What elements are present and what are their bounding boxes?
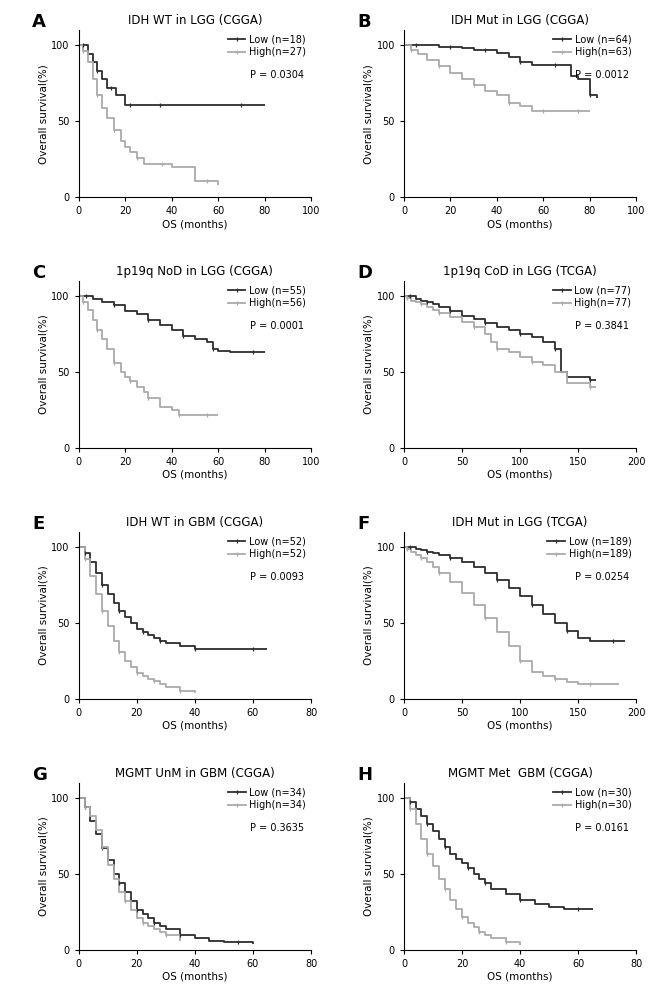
Y-axis label: Overall survival(%): Overall survival(%) xyxy=(39,64,49,164)
Text: P = 0.0254: P = 0.0254 xyxy=(575,572,629,582)
Legend: Low (n=34), High(n=34): Low (n=34), High(n=34) xyxy=(228,788,306,810)
Title: IDH Mut in LGG (TCGA): IDH Mut in LGG (TCGA) xyxy=(453,516,588,529)
X-axis label: OS (months): OS (months) xyxy=(487,219,553,229)
Y-axis label: Overall survival(%): Overall survival(%) xyxy=(364,64,374,164)
Text: P = 0.0304: P = 0.0304 xyxy=(250,70,304,80)
Text: E: E xyxy=(32,515,45,533)
Title: IDH WT in LGG (CGGA): IDH WT in LGG (CGGA) xyxy=(128,14,262,27)
Y-axis label: Overall survival(%): Overall survival(%) xyxy=(364,315,374,414)
Text: D: D xyxy=(358,264,373,282)
Title: MGMT UnM in GBM (CGGA): MGMT UnM in GBM (CGGA) xyxy=(115,767,275,780)
Text: B: B xyxy=(358,13,371,31)
Text: H: H xyxy=(358,766,373,784)
Text: P = 0.3841: P = 0.3841 xyxy=(575,321,629,331)
Title: 1p19q CoD in LGG (TCGA): 1p19q CoD in LGG (TCGA) xyxy=(443,265,597,278)
Legend: Low (n=30), High(n=30): Low (n=30), High(n=30) xyxy=(553,788,632,810)
Text: A: A xyxy=(32,13,46,31)
Y-axis label: Overall survival(%): Overall survival(%) xyxy=(364,566,374,665)
X-axis label: OS (months): OS (months) xyxy=(162,219,228,229)
Y-axis label: Overall survival(%): Overall survival(%) xyxy=(39,315,49,414)
Text: P = 0.0001: P = 0.0001 xyxy=(250,321,304,331)
Legend: Low (n=189), High(n=189): Low (n=189), High(n=189) xyxy=(547,537,632,559)
Legend: Low (n=52), High(n=52): Low (n=52), High(n=52) xyxy=(228,537,306,559)
X-axis label: OS (months): OS (months) xyxy=(487,470,553,480)
Y-axis label: Overall survival(%): Overall survival(%) xyxy=(39,816,49,916)
Text: G: G xyxy=(32,766,47,784)
Legend: Low (n=64), High(n=63): Low (n=64), High(n=63) xyxy=(553,35,632,57)
Text: C: C xyxy=(32,264,45,282)
Text: P = 0.3635: P = 0.3635 xyxy=(250,823,304,833)
Title: 1p19q NoD in LGG (CGGA): 1p19q NoD in LGG (CGGA) xyxy=(117,265,274,278)
X-axis label: OS (months): OS (months) xyxy=(487,972,553,982)
Legend: Low (n=77), High(n=77): Low (n=77), High(n=77) xyxy=(553,286,632,308)
Text: F: F xyxy=(358,515,370,533)
Text: P = 0.0161: P = 0.0161 xyxy=(575,823,629,833)
Text: P = 0.0012: P = 0.0012 xyxy=(575,70,629,80)
X-axis label: OS (months): OS (months) xyxy=(162,721,228,731)
Legend: Low (n=55), High(n=56): Low (n=55), High(n=56) xyxy=(228,286,306,308)
Title: IDH Mut in LGG (CGGA): IDH Mut in LGG (CGGA) xyxy=(451,14,589,27)
Y-axis label: Overall survival(%): Overall survival(%) xyxy=(364,816,374,916)
Y-axis label: Overall survival(%): Overall survival(%) xyxy=(39,566,49,665)
Title: MGMT Met  GBM (CGGA): MGMT Met GBM (CGGA) xyxy=(447,767,592,780)
X-axis label: OS (months): OS (months) xyxy=(162,972,228,982)
Title: IDH WT in GBM (CGGA): IDH WT in GBM (CGGA) xyxy=(127,516,264,529)
Text: P = 0.0093: P = 0.0093 xyxy=(250,572,304,582)
X-axis label: OS (months): OS (months) xyxy=(487,721,553,731)
Legend: Low (n=18), High(n=27): Low (n=18), High(n=27) xyxy=(228,35,306,57)
X-axis label: OS (months): OS (months) xyxy=(162,470,228,480)
